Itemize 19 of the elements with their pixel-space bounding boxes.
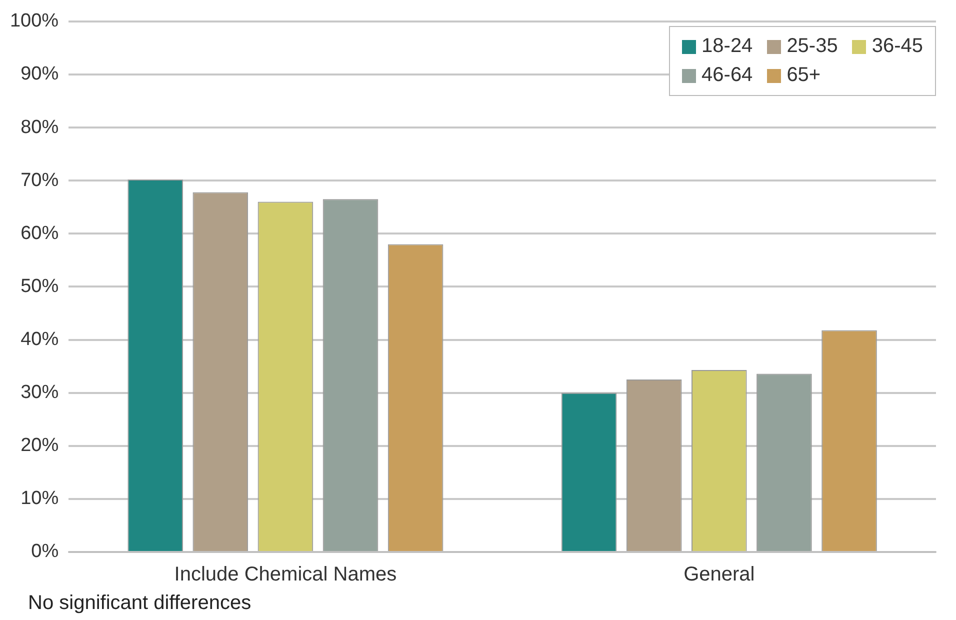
legend-label: 46-64 (700, 64, 753, 88)
y-tick-label: 10% (20, 488, 59, 510)
y-tick-label: 40% (20, 328, 59, 350)
y-tick-label: 100% (10, 10, 59, 32)
x-tick-label: Include Chemical Names (174, 564, 397, 586)
legend-label: 65+ (786, 64, 822, 88)
y-tick-label: 50% (20, 276, 59, 297)
text: No significant differences (28, 592, 252, 615)
y-tick-label: 70% (20, 170, 59, 191)
y-tick-label: 20% (20, 435, 59, 456)
y-tick-label: 60% (20, 222, 59, 244)
x-tick-label: General (684, 564, 755, 586)
legend-label: 36-45 (870, 35, 923, 58)
legend-label: 25-35 (786, 35, 838, 58)
y-tick-label: 0% (31, 541, 59, 562)
legend-label: 18-24 (700, 35, 753, 58)
y-tick-label: 30% (20, 382, 59, 404)
y-tick-label: 80% (20, 116, 59, 138)
y-tick-label: 90% (20, 64, 59, 85)
